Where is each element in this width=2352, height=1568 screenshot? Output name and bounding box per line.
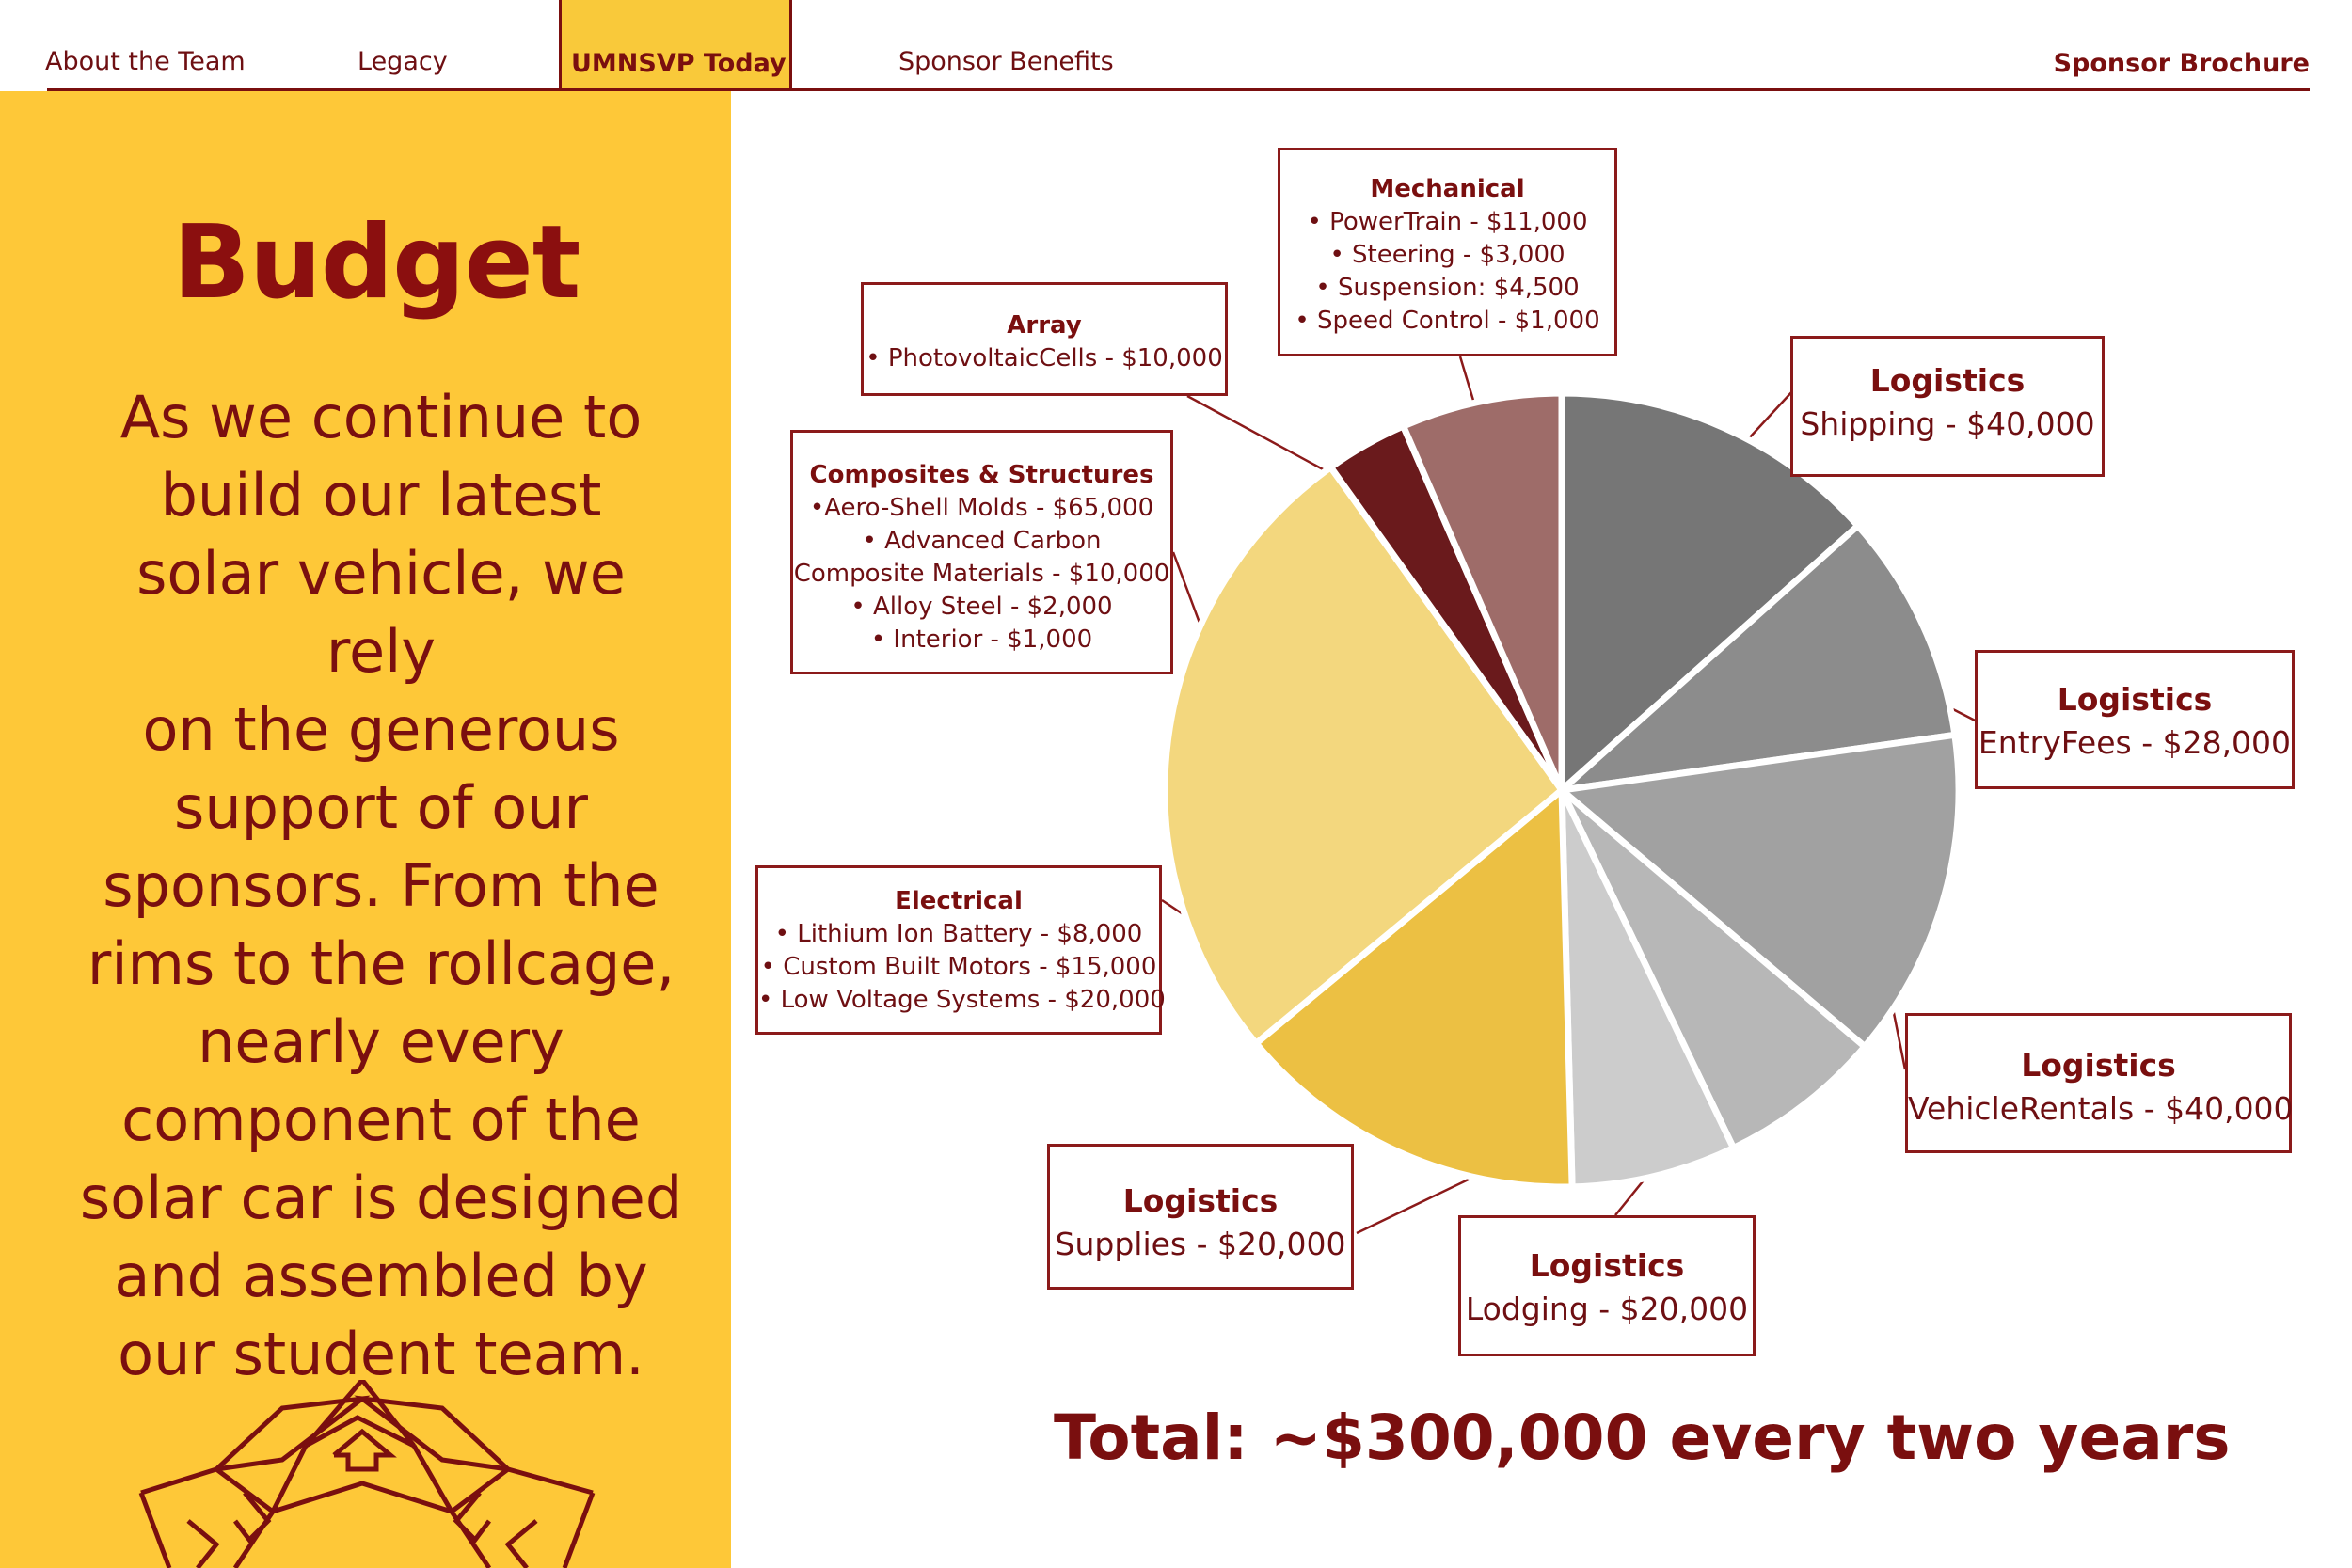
callout-detail: • Suspension: $4,500 [1315,274,1580,302]
nav-sponsor-benefits[interactable]: Sponsor Benefits [898,47,1114,76]
callout-mechanical: Mechanical • PowerTrain - $11,000 • Stee… [1278,148,1617,356]
callout-detail: •Aero-Shell Molds - $65,000 [809,494,1154,522]
callout-detail: Supplies - $20,000 [1055,1226,1346,1262]
callout-composites-structures: Composites & Structures •Aero-Shell Mold… [790,430,1173,674]
pie-slice [1558,522,1959,794]
callout-logistics-lodging: Logistics Lodging - $20,000 [1458,1215,1756,1356]
callout-detail: • Custom Built Motors - $15,000 [760,953,1157,981]
callout-title: Logistics [1122,1182,1279,1219]
intro-line: sponsors. From the [103,851,660,920]
intro-line: nearly every [198,1007,564,1076]
callout-logistics-vehiclerentals: Logistics VehicleRentals - $40,000 [1905,1013,2294,1153]
callout-title: Logistics [1869,362,2026,399]
callout-detail: • PowerTrain - $11,000 [1307,208,1588,236]
intro-line: our student team. [118,1320,644,1388]
pie-slice [1558,731,1963,1051]
callout-detail: • Interior - $1,000 [870,626,1093,654]
pie-slice [1252,786,1576,1191]
callout-title: Electrical [895,887,1023,915]
pie-slice [1558,786,1738,1191]
left-panel: Budget As we continue to build our lates… [0,91,731,1568]
team-logo-icon [138,1380,596,1568]
intro-line: rims to the rollcage, [87,929,675,998]
nav-legacy[interactable]: Legacy [358,47,448,76]
callout-detail: • PhotovoltaicCells - $10,000 [866,344,1223,372]
intro-line: solar vehicle, we rely [136,539,626,686]
callout-detail: Shipping - $40,000 [1800,405,2095,442]
callout-logistics-shipping: Logistics Shipping - $40,000 [1790,336,2105,477]
intro-text: As we continue to build our latest solar… [75,378,687,1393]
callout-title: Array [1007,311,1082,340]
intro-line: build our latest [160,461,602,530]
nav-umnsvp-today[interactable]: UMNSVP Today [559,0,792,88]
intro-line: and assembled by [114,1242,648,1310]
intro-line: component of the [121,1085,641,1154]
callout-title: Logistics [2021,1047,2176,1084]
top-navigation: About the Team Legacy UMNSVP Today Spons… [0,0,2352,94]
page-title: Budget [172,204,581,322]
intro-line: on the generous [142,695,620,764]
callout-detail: EntryFees - $28,000 [1978,724,2292,761]
intro-line: As we continue to [119,383,643,451]
callout-detail: • Lithium Ion Battery - $8,000 [774,920,1143,948]
nav-umnsvp-today-label: UMNSVP Today [571,49,787,78]
pie-slice [1161,464,1565,1047]
budget-total: Total: ~$300,000 every two years [1054,1402,2231,1474]
nav-about-the-team[interactable]: About the Team [45,47,246,76]
nav-divider [47,88,2310,91]
pie-slice [1558,389,1862,794]
callout-logistics-supplies: Logistics Supplies - $20,000 [1047,1144,1354,1290]
callout-detail: • Low Voltage Systems - $20,000 [758,986,1166,1014]
callout-detail: VehicleRentals - $40,000 [1908,1090,2294,1127]
callout-array: Array • PhotovoltaicCells - $10,000 [861,282,1228,396]
callout-title: Logistics [2057,681,2213,718]
callout-title: Composites & Structures [809,461,1154,489]
callout-title: Mechanical [1370,175,1525,203]
callout-detail: Lodging - $20,000 [1465,1291,1749,1327]
callout-detail: • Advanced Carbon [862,527,1102,555]
pie-slices [1161,389,1963,1191]
callout-detail: • Steering - $3,000 [1329,241,1565,269]
nav-sponsor-brochure[interactable]: Sponsor Brochure [2053,49,2310,78]
pie-slice [1400,389,1565,794]
pie-slice [1558,786,1868,1151]
callout-logistics-entryfees: Logistics EntryFees - $28,000 [1975,650,2295,789]
callout-title: Logistics [1529,1247,1685,1284]
intro-line: support of our [174,773,588,842]
callout-detail: Composite Materials - $10,000 [793,560,1170,588]
intro-line: solar car is designed [79,1164,683,1232]
budget-pie-chart [1161,356,1989,1235]
callout-electrical: Electrical • Lithium Ion Battery - $8,00… [755,865,1166,1035]
callout-detail: • Alloy Steel - $2,000 [850,593,1113,621]
callout-detail: • Speed Control - $1,000 [1295,307,1600,335]
